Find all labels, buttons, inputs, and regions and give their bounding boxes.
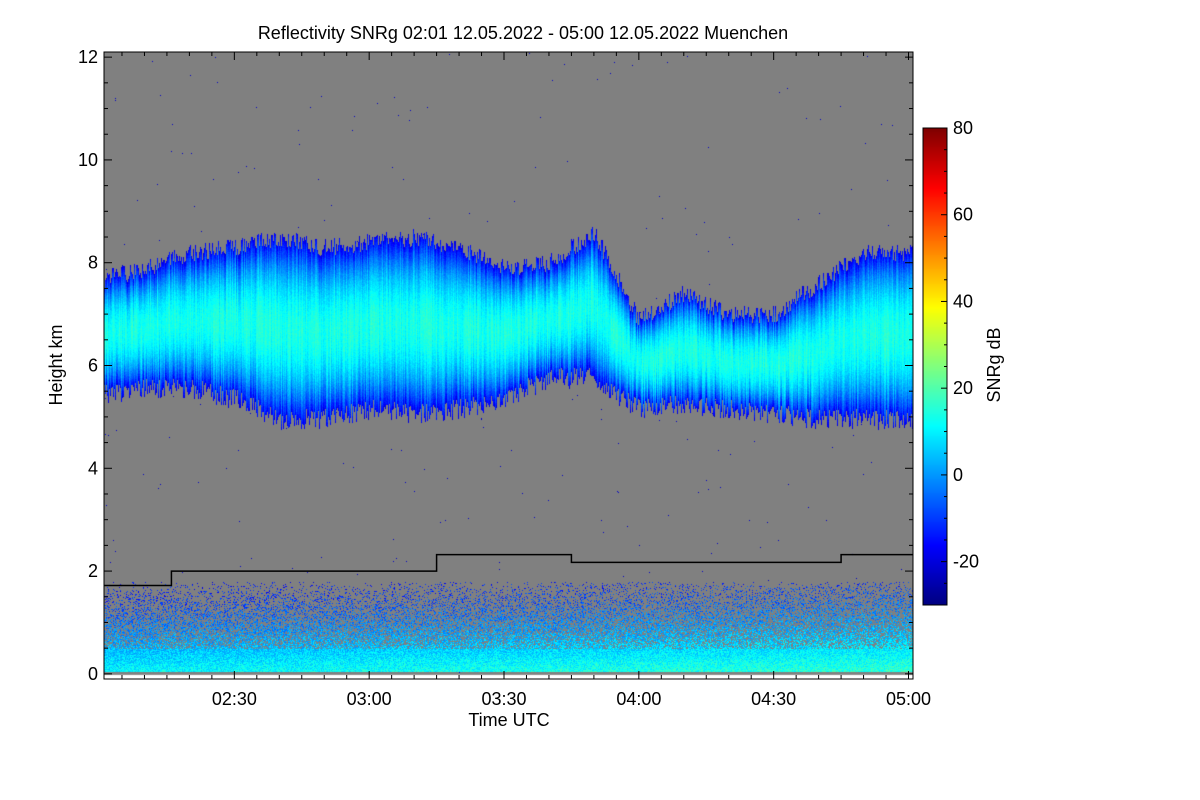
colorbar-tick-label: 80 xyxy=(953,118,973,138)
x-tick-label: 05:00 xyxy=(886,689,931,709)
colorbar-frame xyxy=(922,127,948,606)
x-tick-label: 03:30 xyxy=(481,689,526,709)
colorbar-tick-label: -20 xyxy=(953,552,979,572)
y-axis-label: Height km xyxy=(46,324,66,405)
plot-frame xyxy=(103,51,914,680)
y-tick-label: 0 xyxy=(88,664,98,684)
colorbar-tick-label: 0 xyxy=(953,465,963,485)
y-tick-label: 6 xyxy=(88,356,98,376)
x-tick-label: 04:00 xyxy=(616,689,661,709)
colorbar-label: SNRg dB xyxy=(984,327,1004,402)
x-axis-label: Time UTC xyxy=(468,710,549,730)
x-tick-label: 04:30 xyxy=(751,689,796,709)
y-tick-label: 12 xyxy=(78,47,98,67)
colorbar-tick-label: 20 xyxy=(953,378,973,398)
colorbar-tick-label: 60 xyxy=(953,205,973,225)
y-tick-label: 4 xyxy=(88,458,98,478)
y-tick-label: 10 xyxy=(78,150,98,170)
x-tick-label: 03:00 xyxy=(347,689,392,709)
x-tick-label: 02:30 xyxy=(212,689,257,709)
y-tick-label: 8 xyxy=(88,253,98,273)
colorbar-tick-label: 40 xyxy=(953,291,973,311)
chart-title: Reflectivity SNRg 02:01 12.05.2022 - 05:… xyxy=(258,23,788,43)
y-tick-label: 2 xyxy=(88,561,98,581)
mixing-layer-height-line xyxy=(104,553,913,587)
